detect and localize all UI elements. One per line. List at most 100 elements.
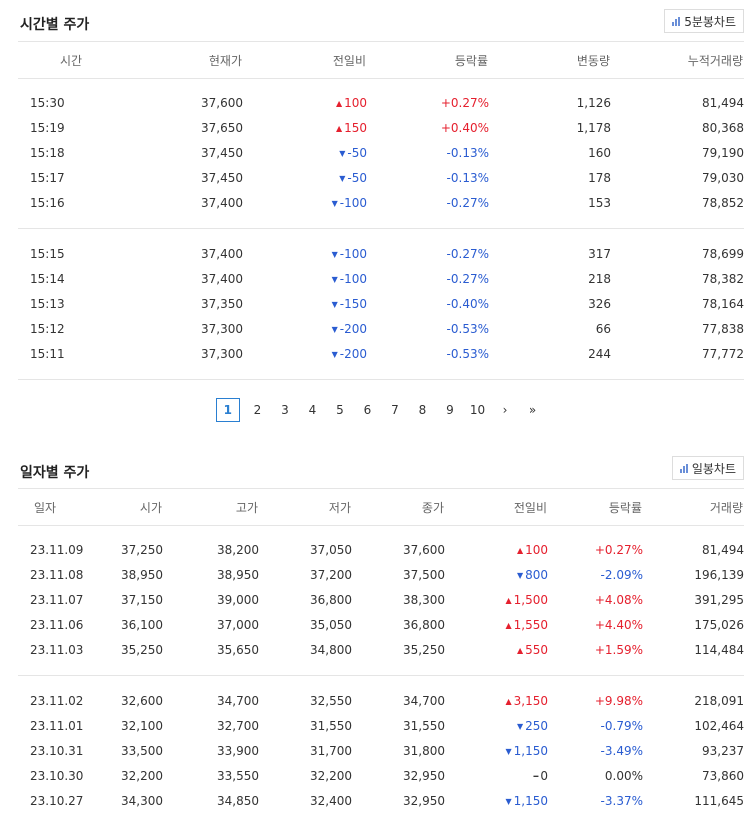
diff-cell: ▼ -150 bbox=[243, 291, 367, 316]
daily-chart-button[interactable]: 일봉차트 bbox=[671, 456, 744, 480]
diff-value: -200 bbox=[339, 321, 367, 336]
rate-cell: +0.40% bbox=[440, 120, 489, 135]
rate-cell: -0.53% bbox=[446, 346, 489, 361]
next-page-icon[interactable]: › bbox=[502, 403, 508, 417]
page-5-link[interactable]: 5 bbox=[336, 403, 344, 417]
table-row: 23.11.03 35,250 35,650 34,800 35,250 ▲ 550 +1.5… bbox=[18, 637, 744, 662]
diff-value: -50 bbox=[347, 145, 367, 160]
table-row: 15:18 37,450 ▼ -50 -0.13% 160 79,190 bbox=[18, 140, 744, 165]
table-row: 15:14 37,400 ▼ -100 -0.27% 218 78,382 bbox=[18, 266, 744, 291]
high-cell: 34,700 bbox=[217, 693, 259, 708]
price-cell: 37,400 bbox=[201, 271, 243, 286]
low-cell: 36,800 bbox=[310, 592, 352, 607]
volume-cell: 66 bbox=[595, 321, 611, 336]
down-arrow-icon: ▼ bbox=[505, 796, 512, 806]
open-cell: 38,950 bbox=[121, 567, 163, 582]
diff-value: 3,150 bbox=[513, 693, 548, 708]
page-2-link[interactable]: 2 bbox=[253, 403, 262, 417]
page-4-link[interactable]: 4 bbox=[308, 403, 317, 417]
diff-cell: ▼ 250 bbox=[445, 713, 548, 738]
page-7-link[interactable]: 7 bbox=[391, 403, 399, 417]
open-cell: 37,150 bbox=[121, 592, 163, 607]
page-1-link[interactable]: 1 bbox=[215, 398, 240, 422]
high-cell: 37,000 bbox=[217, 617, 259, 632]
flat-dash-icon: ━ bbox=[533, 771, 539, 781]
table-row: 23.11.08 38,950 38,950 37,200 37,500 ▼ 800 -2.0… bbox=[18, 562, 744, 587]
open-cell: 32,100 bbox=[121, 718, 163, 733]
cum-volume-cell: 77,772 bbox=[702, 346, 744, 361]
close-cell: 31,550 bbox=[403, 718, 445, 733]
rate-cell: -3.49% bbox=[600, 743, 643, 758]
table-row: 23.10.30 32,200 33,550 32,200 32,950 ━ 0 0.00% 7… bbox=[18, 763, 744, 788]
volume-cell: 1,126 bbox=[576, 95, 611, 110]
open-cell: 37,250 bbox=[121, 542, 163, 557]
rate-cell: -0.53% bbox=[446, 321, 489, 336]
time-cell: 15:19 bbox=[30, 120, 65, 135]
table-row: 15:15 37,400 ▼ -100 -0.27% 317 78,699 bbox=[18, 241, 744, 266]
table-row: 23.11.09 37,250 38,200 37,050 37,600 ▲ 100 +0.2… bbox=[18, 537, 744, 562]
last-page-icon[interactable]: » bbox=[528, 403, 537, 417]
up-arrow-icon: ▲ bbox=[505, 620, 512, 630]
rate-cell: 0.00% bbox=[604, 768, 643, 783]
time-price-table: 시간 현재가 전일비 등락률 변동량 누적거래량 15:30 37,600 ▲ 100… bbox=[18, 41, 744, 380]
date-cell: 23.11.09 bbox=[30, 542, 84, 557]
down-arrow-icon: ▼ bbox=[516, 721, 524, 731]
down-arrow-icon: ▼ bbox=[505, 746, 512, 756]
high-cell: 38,200 bbox=[217, 542, 259, 557]
low-cell: 32,550 bbox=[310, 693, 352, 708]
diff-value: -200 bbox=[339, 346, 367, 361]
page-9-link[interactable]: 9 bbox=[446, 403, 454, 417]
cum-volume-cell: 79,190 bbox=[702, 145, 744, 160]
page-10-link[interactable]: 10 bbox=[469, 403, 486, 417]
date-cell: 23.10.31 bbox=[30, 743, 84, 758]
up-arrow-icon: ▲ bbox=[505, 595, 512, 605]
close-cell: 35,250 bbox=[403, 642, 445, 657]
low-cell: 37,200 bbox=[310, 567, 352, 582]
close-cell: 32,950 bbox=[403, 793, 445, 808]
diff-value: 150 bbox=[344, 120, 367, 135]
rate-cell: +4.08% bbox=[594, 592, 643, 607]
volume-cell: 102,464 bbox=[694, 718, 744, 733]
volume-cell: 73,860 bbox=[702, 768, 744, 783]
rate-cell: -0.27% bbox=[446, 271, 489, 286]
time-section-title: 시간별 주가 bbox=[20, 17, 90, 33]
up-arrow-icon: ▲ bbox=[505, 696, 512, 706]
header-date: 일자 bbox=[18, 488, 88, 526]
table-row: 23.11.01 32,100 32,700 31,550 31,550 ▼ 250 -0.7… bbox=[18, 713, 744, 738]
date-cell: 23.10.30 bbox=[30, 768, 84, 783]
table-row: 15:11 37,300 ▼ -200 -0.53% 244 77,772 bbox=[18, 341, 744, 366]
down-arrow-icon: ▼ bbox=[516, 570, 524, 580]
diff-cell: ▲ 100 bbox=[445, 537, 548, 562]
cum-volume-cell: 79,030 bbox=[702, 170, 744, 185]
diff-cell: ▲ 3,150 bbox=[445, 688, 548, 713]
price-cell: 37,450 bbox=[201, 170, 243, 185]
page-8-link[interactable]: 8 bbox=[418, 403, 427, 417]
table-row: 23.11.07 37,150 39,000 36,800 38,300 ▲ 1,500 +4… bbox=[18, 587, 744, 612]
diff-cell: ▲ 1,500 bbox=[445, 587, 548, 612]
table-row: 23.10.31 33,500 33,900 31,700 31,800 ▼ 1,150 -3… bbox=[18, 738, 744, 763]
header-diff: 전일비 bbox=[445, 488, 548, 526]
open-cell: 34,300 bbox=[121, 793, 163, 808]
table-row: 23.11.02 32,600 34,700 32,550 34,700 ▲ 3,150 +9… bbox=[18, 688, 744, 713]
bar-chart-icon bbox=[679, 463, 688, 473]
table-row: 15:13 37,350 ▼ -150 -0.40% 326 78,164 bbox=[18, 291, 744, 316]
pagination: 1 2 3 4 5 6 7 8 9 10 › » bbox=[18, 398, 744, 422]
diff-cell: ▲ 100 bbox=[243, 90, 367, 115]
diff-value: 1,150 bbox=[513, 793, 548, 808]
cum-volume-cell: 81,494 bbox=[702, 95, 744, 110]
rate-cell: -0.79% bbox=[600, 718, 643, 733]
page-6-link[interactable]: 6 bbox=[363, 403, 372, 417]
header-cum-volume: 누적거래량 bbox=[611, 41, 744, 79]
volume-cell: 218,091 bbox=[694, 693, 744, 708]
volume-cell: 1,178 bbox=[576, 120, 611, 135]
page-3-link[interactable]: 3 bbox=[281, 403, 289, 417]
header-low: 저가 bbox=[259, 488, 352, 526]
up-arrow-icon: ▲ bbox=[516, 545, 524, 555]
diff-value: 1,550 bbox=[513, 617, 548, 632]
five-min-chart-button[interactable]: 5분봉차트 bbox=[664, 9, 744, 33]
volume-cell: 178 bbox=[588, 170, 611, 185]
table-row: 23.10.27 34,300 34,850 32,400 32,950 ▼ 1,150 -3… bbox=[18, 788, 744, 813]
up-arrow-icon: ▲ bbox=[516, 645, 524, 655]
down-arrow-icon: ▼ bbox=[331, 249, 338, 259]
cum-volume-cell: 80,368 bbox=[702, 120, 744, 135]
